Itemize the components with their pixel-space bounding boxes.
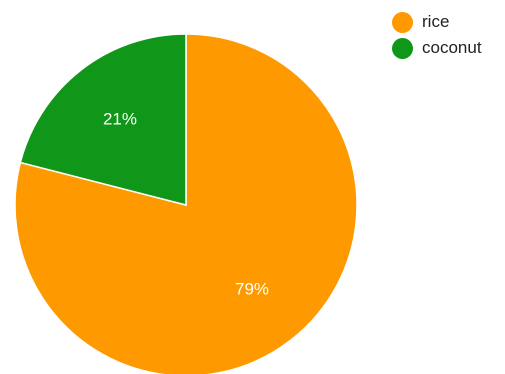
pie-slice-coconut[interactable] [19, 33, 187, 206]
legend-swatch-coconut [392, 37, 413, 59]
pie-slice-rice[interactable] [14, 33, 358, 374]
pie-slices [14, 33, 358, 374]
legend-swatch-rice [392, 11, 413, 33]
legend-label-rice: rice [422, 12, 450, 31]
pie-slice-label-rice: 79% [235, 280, 269, 299]
legend: rice coconut [392, 9, 482, 61]
legend-item-coconut[interactable]: coconut [392, 35, 482, 61]
legend-label-coconut: coconut [422, 38, 482, 57]
pie-slice-labels: 79% 21% [103, 109, 269, 298]
pie-slice-label-coconut: 21% [103, 109, 137, 128]
legend-item-rice[interactable]: rice [392, 9, 482, 35]
